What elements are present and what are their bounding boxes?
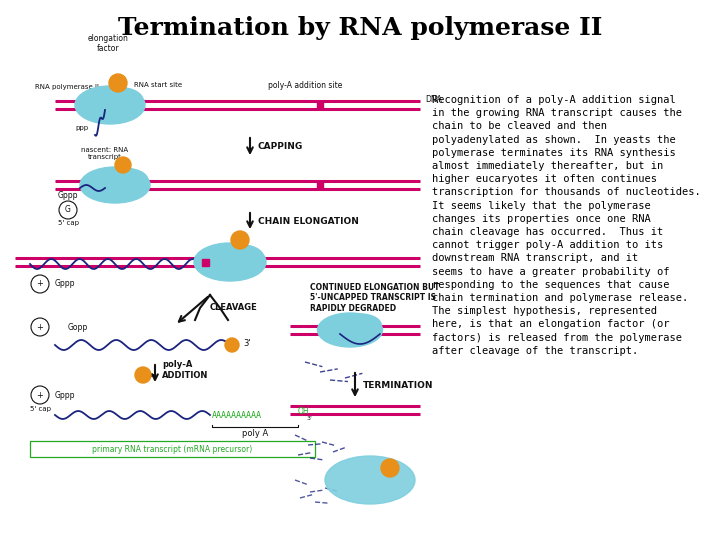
- Ellipse shape: [339, 314, 381, 336]
- Text: 3': 3': [307, 416, 313, 422]
- Ellipse shape: [194, 243, 266, 281]
- Text: TERMINATION: TERMINATION: [363, 381, 433, 389]
- Text: AAAAAAAAAA: AAAAAAAAAA: [212, 410, 262, 420]
- Ellipse shape: [102, 168, 148, 192]
- Text: +: +: [37, 322, 43, 332]
- Text: Recognition of a poly-A addition signal
in the growing RNA transcript causes the: Recognition of a poly-A addition signal …: [432, 95, 701, 356]
- Ellipse shape: [325, 456, 415, 504]
- Ellipse shape: [217, 245, 264, 269]
- Text: CHAIN ELONGATION: CHAIN ELONGATION: [258, 217, 359, 226]
- Text: nascent: RNA
transcript: nascent: RNA transcript: [81, 147, 129, 160]
- Text: poly A: poly A: [242, 429, 268, 437]
- Bar: [317, 182, 323, 188]
- Ellipse shape: [75, 86, 145, 124]
- Ellipse shape: [97, 87, 143, 112]
- Bar: [317, 102, 323, 108]
- Text: primary RNA transcript (mRNA precursor): primary RNA transcript (mRNA precursor): [92, 444, 252, 454]
- Text: +: +: [37, 280, 43, 288]
- Text: DNA: DNA: [425, 94, 442, 104]
- Text: RNA start site: RNA start site: [134, 82, 182, 88]
- Bar: [30, 441, 315, 457]
- Circle shape: [109, 74, 127, 92]
- Bar: [202, 259, 209, 266]
- Text: CAPPING: CAPPING: [258, 142, 303, 151]
- Text: Gppp: Gppp: [58, 191, 78, 199]
- Text: 5' cap: 5' cap: [58, 220, 78, 226]
- Text: Gppp: Gppp: [55, 390, 76, 400]
- Text: poly-A addition site: poly-A addition site: [268, 80, 342, 90]
- Text: elongation
factor: elongation factor: [88, 33, 128, 53]
- Text: ppp: ppp: [75, 125, 88, 131]
- Text: Gppp: Gppp: [55, 280, 76, 288]
- Text: CONTINUED ELONGATION BUT
5'-UNCAPPED TRANSCRIPT IS
RAPIDLY DEGRADED: CONTINUED ELONGATION BUT 5'-UNCAPPED TRA…: [310, 283, 439, 313]
- Text: RNA polymerase II: RNA polymerase II: [35, 84, 99, 90]
- Text: +: +: [37, 390, 43, 400]
- Text: poly-A
ADDITION: poly-A ADDITION: [162, 360, 208, 380]
- Text: G: G: [65, 206, 71, 214]
- Circle shape: [225, 338, 239, 352]
- Circle shape: [135, 367, 151, 383]
- Circle shape: [381, 459, 399, 477]
- Text: CLEAVAGE: CLEAVAGE: [210, 303, 258, 313]
- Text: Gopp: Gopp: [68, 322, 88, 332]
- Circle shape: [115, 157, 131, 173]
- Text: OH: OH: [298, 408, 310, 416]
- Text: 5' cap: 5' cap: [30, 406, 50, 412]
- Circle shape: [231, 231, 249, 249]
- Text: Termination by RNA polymerase II: Termination by RNA polymerase II: [118, 16, 602, 40]
- Text: 3': 3': [243, 339, 251, 348]
- Ellipse shape: [80, 167, 150, 203]
- Ellipse shape: [318, 313, 382, 347]
